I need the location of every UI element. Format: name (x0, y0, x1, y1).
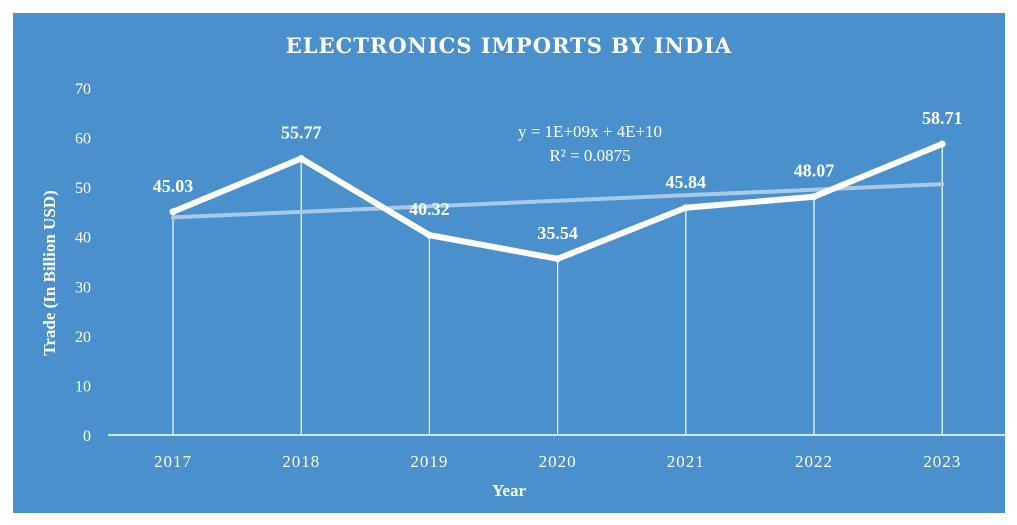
data-label: 55.77 (281, 123, 322, 143)
x-tick-label: 2017 (154, 452, 192, 471)
trendline-equation: y = 1E+09x + 4E+10 (518, 122, 662, 141)
chart-title: ELECTRONICS IMPORTS BY INDIA (286, 33, 732, 58)
chart-container: ELECTRONICS IMPORTS BY INDIA 0 10 20 30 40 50… (13, 13, 1005, 513)
y-axis-ticks: 0 10 20 30 40 50 60 70 (75, 81, 91, 445)
x-tick-label: 2020 (539, 452, 577, 471)
data-label: 40.32 (409, 199, 450, 219)
data-point (425, 231, 433, 239)
y-tick-label: 60 (75, 131, 91, 148)
data-point (938, 140, 946, 148)
data-label: 35.54 (537, 223, 578, 243)
trendline (171, 182, 945, 220)
data-labels: 45.03 55.77 40.32 35.54 45.84 48.07 58.71 (153, 108, 963, 243)
x-tick-label: 2023 (923, 452, 961, 471)
x-axis-ticks: 2017 2018 2019 2020 2021 2022 2023 (154, 452, 961, 471)
x-tick-label: 2018 (282, 452, 320, 471)
data-point (554, 255, 562, 263)
data-point (810, 193, 818, 201)
data-label: 58.71 (922, 108, 963, 128)
y-axis-label: Trade (In Billion USD) (40, 190, 59, 355)
y-tick-label: 70 (75, 81, 91, 98)
data-point (169, 208, 177, 216)
data-points (169, 140, 946, 263)
y-tick-label: 50 (75, 180, 91, 197)
data-point (682, 204, 690, 212)
y-tick-label: 40 (75, 230, 91, 247)
x-tick-label: 2019 (410, 452, 448, 471)
y-tick-label: 30 (75, 279, 91, 296)
data-label: 45.03 (153, 176, 194, 196)
data-label: 45.84 (666, 172, 707, 192)
data-label: 48.07 (794, 161, 835, 181)
line-chart: ELECTRONICS IMPORTS BY INDIA 0 10 20 30 40 50… (40, 33, 1005, 500)
y-tick-label: 0 (83, 428, 91, 445)
x-axis-label: Year (492, 481, 526, 500)
y-tick-label: 20 (75, 329, 91, 346)
y-tick-label: 10 (75, 378, 91, 395)
x-tick-label: 2022 (795, 452, 833, 471)
drop-lines (172, 143, 943, 435)
trendline-r-squared: R² = 0.0875 (549, 146, 630, 165)
x-tick-label: 2021 (667, 452, 705, 471)
data-point (297, 155, 305, 163)
